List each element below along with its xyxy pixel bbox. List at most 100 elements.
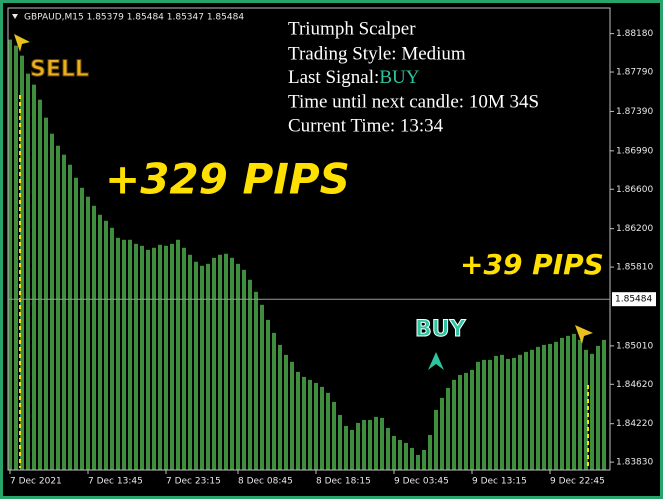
bar: [596, 345, 600, 470]
bar: [80, 187, 84, 470]
bar: [554, 341, 558, 470]
bar: [110, 227, 114, 470]
bar: [236, 263, 240, 470]
bar: [314, 382, 318, 470]
bar: [380, 417, 384, 470]
x-tick-label: 9 Dec 22:45: [550, 477, 605, 487]
panel-candle: Time until next candle: 10M 34S: [288, 91, 539, 112]
bar: [164, 245, 168, 470]
y-tick-label: 1.87790: [616, 68, 653, 78]
bar: [320, 386, 324, 470]
bar: [500, 354, 504, 470]
bar: [266, 319, 270, 470]
bar: [86, 196, 90, 470]
bar: [206, 263, 210, 470]
pips-label: +329 PIPS: [105, 155, 350, 204]
bar: [146, 249, 150, 470]
bar: [524, 351, 528, 470]
bar: [548, 343, 552, 470]
x-tick-label: 8 Dec 08:45: [238, 477, 293, 487]
y-tick-label: 1.87390: [616, 107, 653, 117]
bar: [446, 387, 450, 470]
bar: [14, 45, 18, 470]
bar: [440, 397, 444, 470]
bar: [152, 247, 156, 470]
bar: [116, 237, 120, 470]
y-tick-label: 1.86990: [616, 146, 653, 156]
bar: [536, 346, 540, 470]
bar: [50, 133, 54, 470]
bar: [572, 333, 576, 470]
bar: [278, 344, 282, 470]
panel-title: Triumph Scalper: [288, 18, 416, 39]
bar: [602, 339, 606, 470]
bar: [296, 371, 300, 470]
bar: [368, 419, 372, 470]
bar: [134, 243, 138, 470]
bar: [566, 335, 570, 470]
bar: [260, 304, 264, 470]
bar: [356, 422, 360, 470]
bar: [434, 409, 438, 470]
x-tick-label: 7 Dec 13:45: [88, 477, 143, 487]
bar: [98, 214, 102, 470]
signal-value: BUY: [379, 67, 419, 88]
buy-arrow: [428, 352, 444, 370]
x-tick-label: 7 Dec 2021: [10, 477, 62, 487]
bar: [200, 265, 204, 470]
bar: [44, 117, 48, 471]
bar: [104, 220, 108, 470]
bar: [494, 355, 498, 470]
bar: [590, 353, 594, 470]
bar: [176, 239, 180, 470]
bar: [464, 372, 468, 470]
bar: [386, 427, 390, 470]
bar: [140, 245, 144, 470]
y-tick-label: 1.84220: [616, 419, 653, 429]
pips-label: +39 PIPS: [460, 248, 604, 281]
bar: [344, 425, 348, 470]
x-tick-label: 9 Dec 13:15: [472, 477, 527, 487]
bar: [224, 253, 228, 470]
bar: [308, 379, 312, 470]
plot-frame: [7, 7, 611, 471]
bar: [284, 354, 288, 470]
bar: [518, 354, 522, 470]
bar: [74, 177, 78, 470]
current-price-box: [612, 292, 656, 307]
bar: [404, 442, 408, 470]
sell-label: SELL: [30, 57, 89, 82]
sell-arrow: [14, 34, 30, 52]
current-price-label: 1.85484: [615, 295, 652, 305]
bar: [248, 279, 252, 470]
bar: [422, 450, 426, 470]
y-tick-label: 1.85810: [616, 263, 653, 273]
menu-triangle: [12, 14, 18, 19]
bar: [476, 361, 480, 470]
bar: [8, 39, 12, 470]
bar: [122, 239, 126, 470]
bar: [56, 145, 60, 470]
symbol-header: GBPAUD,M15 1.85379 1.85484 1.85347 1.854…: [24, 13, 244, 23]
x-tick-label: 7 Dec 23:15: [166, 477, 221, 487]
y-tick-label: 1.86200: [616, 224, 653, 234]
bar: [212, 257, 216, 470]
bar: [38, 99, 42, 470]
bar: [68, 164, 72, 470]
bar: [188, 254, 192, 470]
bar: [578, 339, 582, 470]
bar: [230, 257, 234, 470]
bar: [452, 379, 456, 470]
bar: [218, 254, 222, 470]
bar: [128, 239, 132, 470]
bar: [32, 84, 36, 471]
bar: [26, 73, 30, 471]
bar: [530, 349, 534, 470]
y-tick-label: 1.84620: [616, 380, 653, 390]
bar: [302, 376, 306, 470]
bar: [542, 344, 546, 470]
bar: [326, 392, 330, 470]
bar: [512, 357, 516, 470]
y-tick-label: 1.86600: [616, 185, 653, 195]
